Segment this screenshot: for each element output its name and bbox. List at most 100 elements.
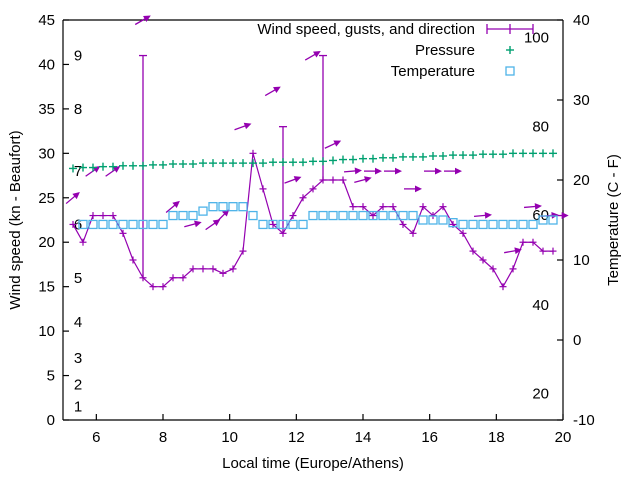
- direction-arrow: [284, 176, 302, 184]
- direction-arrow: [424, 167, 442, 175]
- temperature-marker: [248, 210, 258, 221]
- temperature-marker: [198, 206, 208, 216]
- direction-arrow: [264, 86, 281, 97]
- svg-text:6: 6: [92, 429, 100, 446]
- temperature-marker: [408, 210, 418, 221]
- temperature-series: [78, 202, 558, 230]
- svg-text:15: 15: [38, 279, 55, 296]
- temperature-marker: [238, 202, 248, 212]
- svg-text:-10: -10: [573, 412, 595, 429]
- temperature-marker: [288, 219, 298, 230]
- temperature-marker: [268, 219, 278, 230]
- direction-arrow: [324, 140, 342, 149]
- y-axis-right-ticks: -10 0 10 20 30 40: [557, 12, 595, 429]
- temperature-marker: [328, 210, 338, 221]
- svg-text:5: 5: [47, 368, 55, 385]
- direction-arrow: [134, 15, 151, 26]
- temperature-marker: [158, 219, 168, 230]
- svg-text:20: 20: [38, 234, 55, 251]
- temperature-marker: [128, 219, 138, 230]
- legend-label: Pressure: [415, 42, 475, 59]
- temperature-marker: [318, 210, 328, 221]
- svg-text:10: 10: [573, 252, 590, 269]
- temperature-marker: [258, 219, 268, 230]
- svg-text:40: 40: [38, 56, 55, 73]
- temperature-marker: [448, 218, 458, 228]
- svg-text:12: 12: [288, 429, 305, 446]
- temperature-marker: [368, 210, 378, 221]
- temperature-marker: [348, 210, 358, 221]
- svg-text:18: 18: [488, 429, 505, 446]
- temperature-marker: [298, 219, 308, 230]
- temperature-marker: [118, 219, 128, 230]
- direction-arrow: [234, 122, 252, 131]
- fahrenheit-label: 80: [532, 118, 549, 135]
- temperature-marker: [178, 210, 188, 221]
- beaufort-inner-labels: 1 2 3 4 5 6 7 8 9: [74, 48, 82, 416]
- beaufort-label: 6: [74, 216, 82, 233]
- direction-arrow: [404, 185, 422, 193]
- temperature-marker: [148, 219, 158, 230]
- svg-text:14: 14: [355, 429, 372, 446]
- temperature-marker: [468, 219, 478, 230]
- direction-arrow: [444, 167, 462, 175]
- wind-direction-arrows: [65, 15, 569, 255]
- direction-arrow: [184, 220, 202, 228]
- y2-axis-title: Temperature (C - F): [605, 154, 622, 286]
- temperature-marker: [438, 215, 448, 225]
- temperature-marker: [458, 219, 468, 230]
- direction-arrow: [105, 165, 121, 177]
- svg-text:20: 20: [573, 172, 590, 189]
- legend: Wind speed, gusts, and direction Pressure…: [257, 21, 534, 80]
- direction-arrow: [384, 167, 402, 175]
- fahrenheit-label: 20: [532, 386, 549, 403]
- direction-arrow: [343, 167, 362, 175]
- temperature-marker: [308, 210, 318, 221]
- temperature-marker: [98, 219, 108, 230]
- temperature-marker: [78, 219, 88, 230]
- temperature-marker: [358, 210, 368, 221]
- temperature-marker: [108, 219, 118, 230]
- fahrenheit-label: 100: [524, 30, 549, 47]
- beaufort-label: 4: [74, 314, 82, 331]
- temperature-marker: [498, 219, 508, 230]
- svg-text:10: 10: [221, 429, 238, 446]
- temperature-marker: [528, 219, 538, 230]
- beaufort-label: 3: [74, 350, 82, 367]
- direction-arrow: [504, 247, 522, 255]
- fahrenheit-label: 40: [532, 297, 549, 314]
- svg-text:8: 8: [159, 429, 167, 446]
- temperature-marker: [138, 219, 148, 230]
- svg-text:20: 20: [555, 429, 572, 446]
- temperature-marker: [478, 219, 488, 230]
- beaufort-label: 5: [74, 270, 82, 287]
- svg-text:10: 10: [38, 323, 55, 340]
- svg-text:25: 25: [38, 190, 55, 207]
- x-axis-title: Local time (Europe/Athens): [222, 455, 404, 472]
- axis-titles: Wind speed (kn - Beaufort) Temperature (C…: [7, 130, 622, 472]
- temperature-marker: [518, 219, 528, 230]
- x-axis-ticks: 6 8 10 12 14 16 18 20: [92, 414, 571, 446]
- temperature-marker: [218, 202, 228, 212]
- y-axis-title: Wind speed (kn - Beaufort): [7, 130, 24, 309]
- svg-text:40: 40: [573, 12, 590, 29]
- wind-speed-series: [69, 149, 557, 291]
- temperature-marker: [508, 219, 518, 230]
- temperature-marker: [378, 210, 388, 221]
- svg-text:45: 45: [38, 12, 55, 29]
- temperature-marker: [188, 210, 198, 221]
- temperature-marker: [278, 219, 288, 230]
- svg-text:35: 35: [38, 101, 55, 118]
- direction-arrow: [473, 211, 492, 219]
- beaufort-label: 2: [74, 376, 82, 393]
- temperature-marker: [548, 215, 558, 225]
- temperature-marker: [208, 202, 218, 212]
- direction-arrow: [364, 167, 382, 175]
- temperature-marker: [388, 210, 398, 221]
- svg-text:30: 30: [38, 145, 55, 162]
- direction-arrow: [65, 191, 80, 205]
- temperature-marker: [168, 210, 178, 221]
- legend-label: Temperature: [391, 63, 475, 80]
